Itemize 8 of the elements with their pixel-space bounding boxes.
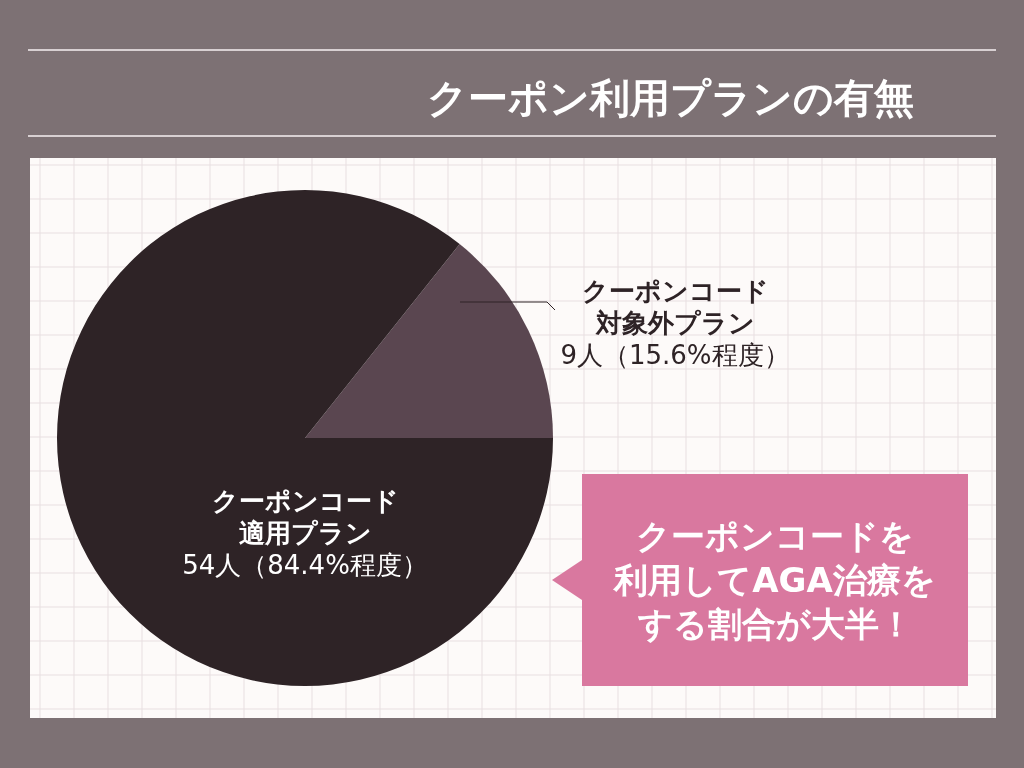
slice-label: クーポンコード適用プラン	[211, 486, 399, 548]
pie-slice	[305, 244, 553, 438]
text: クーポンコードを利用してAGA治療をする割合が大半！	[612, 516, 936, 644]
chart-title: クーポン利用プランの有無	[426, 75, 914, 121]
slice-label: クーポンコード対象外プラン	[581, 276, 769, 338]
data-label: 54人（84.4%程度）	[182, 550, 428, 580]
pie-slice	[57, 190, 553, 686]
data-label: 9人（15.6%程度）	[560, 340, 790, 370]
